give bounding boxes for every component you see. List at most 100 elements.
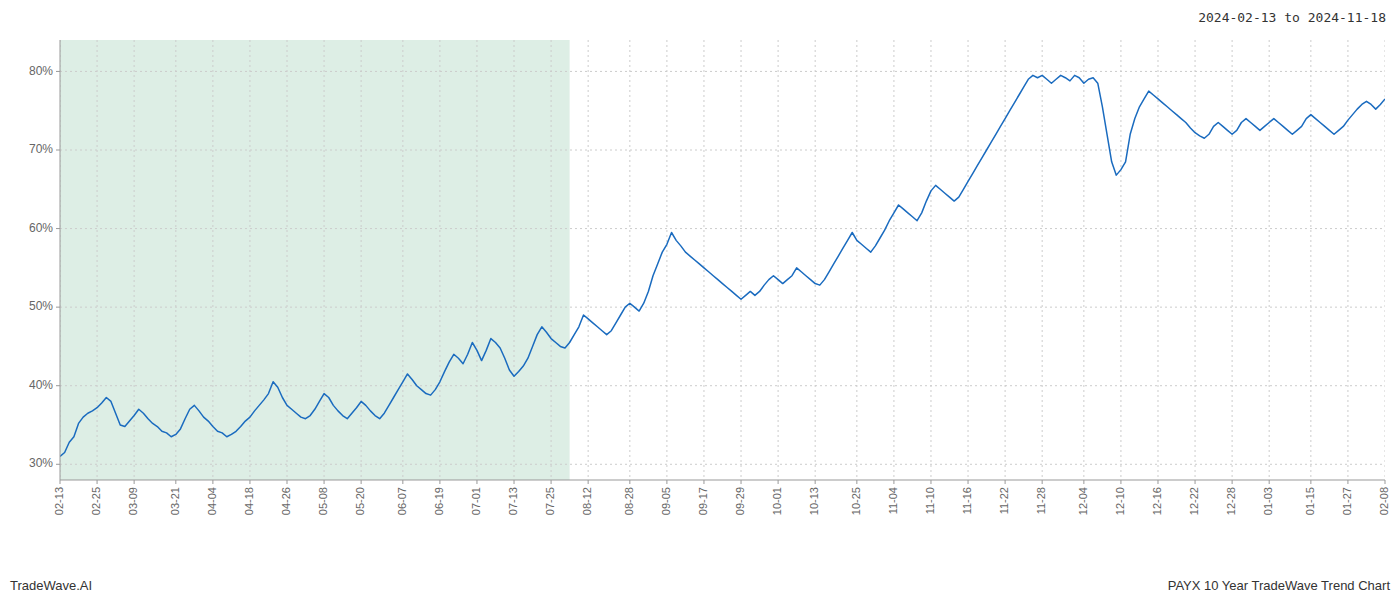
y-grid-line: [60, 307, 1385, 308]
x-tick: [666, 480, 667, 484]
trend-line: [60, 75, 1385, 456]
x-grid-line: [778, 40, 779, 480]
x-grid-line: [175, 40, 176, 480]
x-tick-label: 02-25: [90, 487, 102, 515]
y-tick-label: 50%: [29, 299, 53, 313]
x-grid-line: [402, 40, 403, 480]
x-grid-line: [97, 40, 98, 480]
x-tick: [249, 480, 250, 484]
x-tick-label: 06-19: [433, 487, 445, 515]
x-tick-label: 12-04: [1077, 487, 1089, 515]
x-tick: [588, 480, 589, 484]
x-tick-label: 08-28: [623, 487, 635, 515]
x-tick: [703, 480, 704, 484]
x-grid-line: [588, 40, 589, 480]
x-tick: [97, 480, 98, 484]
x-grid-line: [815, 40, 816, 480]
x-tick: [551, 480, 552, 484]
x-tick-label: 09-29: [734, 487, 746, 515]
x-tick-label: 09-17: [697, 487, 709, 515]
x-grid-line: [968, 40, 969, 480]
x-tick-label: 01-27: [1341, 487, 1353, 515]
x-tick-label: 08-12: [581, 487, 593, 515]
x-tick: [1310, 480, 1311, 484]
x-tick: [930, 480, 931, 484]
x-tick: [1232, 480, 1233, 484]
x-tick: [175, 480, 176, 484]
x-tick-label: 12-28: [1225, 487, 1237, 515]
x-tick: [361, 480, 362, 484]
x-tick-label: 07-13: [507, 487, 519, 515]
y-grid-line: [60, 228, 1385, 229]
x-grid-line: [1157, 40, 1158, 480]
x-tick: [134, 480, 135, 484]
x-grid-line: [514, 40, 515, 480]
x-tick-label: 01-03: [1262, 487, 1274, 515]
x-tick: [212, 480, 213, 484]
x-grid-line: [1347, 40, 1348, 480]
x-tick: [856, 480, 857, 484]
x-tick: [893, 480, 894, 484]
y-grid-line: [60, 71, 1385, 72]
title: PAYX 10 Year TradeWave Trend Chart: [1168, 578, 1391, 593]
x-tick-label: 10-01: [771, 487, 783, 515]
x-grid-line: [60, 40, 61, 480]
y-grid-line: [60, 385, 1385, 386]
y-grid-line: [60, 464, 1385, 465]
x-tick: [1120, 480, 1121, 484]
axes: 30%40%50%60%70%80%02-1302-2503-0903-2104…: [29, 40, 1390, 515]
x-axis-line: [60, 480, 1385, 481]
x-grid-line: [287, 40, 288, 480]
x-tick-label: 07-25: [544, 487, 556, 515]
x-grid-line: [324, 40, 325, 480]
grid: [60, 40, 1385, 480]
x-tick-label: 04-04: [206, 487, 218, 515]
x-tick-label: 02-13: [53, 487, 65, 515]
chart: 30%40%50%60%70%80%02-1302-2503-0903-2104…: [0, 0, 1400, 600]
y-tick: [56, 464, 60, 465]
x-tick-label: 11-04: [887, 487, 899, 514]
x-tick: [1347, 480, 1348, 484]
x-tick: [514, 480, 515, 484]
x-grid-line: [1120, 40, 1121, 480]
x-tick-label: 04-18: [243, 487, 255, 515]
x-tick: [1385, 480, 1386, 484]
x-grid-line: [856, 40, 857, 480]
y-tick-label: 80%: [29, 64, 53, 78]
x-tick-label: 02-08: [1378, 487, 1390, 515]
x-grid-line: [1083, 40, 1084, 480]
x-grid-line: [1042, 40, 1043, 480]
x-tick: [1195, 480, 1196, 484]
x-grid-line: [629, 40, 630, 480]
x-tick-label: 10-25: [850, 487, 862, 515]
y-tick: [56, 150, 60, 151]
x-tick-label: 06-07: [396, 487, 408, 515]
x-tick-label: 12-10: [1114, 487, 1126, 515]
shaded-region: [60, 40, 570, 480]
x-tick-label: 12-22: [1188, 487, 1200, 515]
x-tick-label: 01-15: [1304, 487, 1316, 515]
x-tick: [778, 480, 779, 484]
annotation: TradeWave.AI: [10, 578, 92, 593]
x-tick-label: 11-10: [924, 487, 936, 514]
x-tick: [1269, 480, 1270, 484]
x-tick: [815, 480, 816, 484]
x-tick-label: 11-28: [1035, 487, 1047, 514]
x-tick: [439, 480, 440, 484]
y-tick-label: 30%: [29, 456, 53, 470]
y-tick-label: 40%: [29, 378, 53, 392]
x-grid-line: [1195, 40, 1196, 480]
x-grid-line: [930, 40, 931, 480]
x-tick-label: 11-16: [961, 487, 973, 514]
y-tick: [56, 71, 60, 72]
x-grid-line: [666, 40, 667, 480]
x-tick: [1042, 480, 1043, 484]
x-grid-line: [703, 40, 704, 480]
x-tick: [741, 480, 742, 484]
x-tick: [287, 480, 288, 484]
x-grid-line: [741, 40, 742, 480]
x-tick-label: 05-20: [354, 487, 366, 515]
plot-area: [60, 40, 1385, 480]
x-tick-label: 04-26: [280, 487, 292, 515]
y-tick: [56, 228, 60, 229]
